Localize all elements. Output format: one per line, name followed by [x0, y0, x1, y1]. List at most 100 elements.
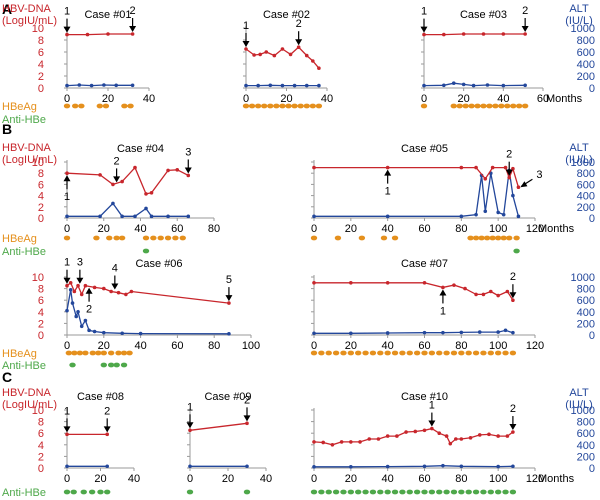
timepoint-label: 1	[440, 305, 446, 317]
hbv-tick-label: 0	[38, 213, 44, 225]
antihbe-marker	[142, 248, 150, 254]
hbeag-marker	[406, 350, 413, 356]
hbv-point	[459, 437, 464, 441]
timepoint-label: 2	[114, 155, 120, 167]
timepoint-arrow: 1	[420, 6, 428, 33]
hbeag-marker	[115, 350, 122, 356]
alt-tick-label: 0	[589, 83, 595, 95]
hbv-point	[376, 437, 381, 441]
hbv-tick-label: 10	[32, 272, 44, 284]
alt-point	[422, 83, 426, 88]
hbv-point	[511, 166, 515, 171]
alt-point	[102, 330, 106, 335]
alt-point	[89, 83, 94, 88]
months-label: Months	[546, 93, 583, 105]
alt-tick-label: 200	[577, 451, 595, 463]
hbeag-marker	[309, 103, 317, 109]
x-tick-label: 0	[311, 223, 317, 235]
hbeag-marker	[489, 235, 496, 241]
hbv-point	[296, 45, 301, 49]
x-tick-label: 100	[242, 340, 260, 352]
hbv-series-line	[66, 166, 189, 195]
x-tick-label: 120	[526, 340, 544, 352]
hbeag-marker	[63, 235, 71, 241]
antihbe-marker	[362, 489, 369, 495]
hbv-series-line	[424, 33, 526, 36]
hbv-point	[124, 292, 128, 297]
alt-point	[111, 201, 115, 206]
timepoint-arrow: 1	[63, 257, 71, 284]
alt-tick-label: 1000	[571, 405, 595, 417]
alt-point	[245, 464, 249, 469]
x-tick-label: 60	[171, 340, 183, 352]
hbv-point	[501, 32, 506, 36]
timepoint-arrow: 4	[111, 263, 119, 290]
x-tick-label: 100	[489, 473, 507, 485]
x-tick-label: 80	[455, 473, 467, 485]
alt-point	[256, 83, 260, 88]
antihbe-marker	[186, 489, 194, 495]
alt-point	[385, 331, 390, 335]
x-tick-label: 60	[537, 93, 549, 105]
x-tick-label: 60	[418, 340, 430, 352]
antihbe-marker	[399, 489, 406, 495]
hbeag-marker	[498, 103, 505, 109]
antihbe-marker	[80, 489, 87, 495]
antihbe-marker	[384, 489, 391, 495]
hbeag-marker	[318, 350, 325, 356]
hbv-point	[461, 32, 466, 36]
hbv-series-line	[314, 282, 514, 301]
antihbe-marker	[391, 489, 399, 495]
hbv-point	[503, 165, 508, 170]
timepoint-label: 4	[112, 263, 118, 275]
hbv-tick-label: 10	[32, 23, 44, 35]
hbv-point	[312, 440, 316, 444]
alt-tick-label: 600	[577, 295, 595, 307]
hbeag-marker	[391, 235, 399, 241]
hbv-point	[186, 173, 191, 178]
hbv-point	[349, 281, 353, 285]
hbv-point	[105, 432, 109, 437]
alt-point	[280, 83, 285, 88]
timepoint-label: 2	[506, 149, 512, 161]
hbv-point	[422, 32, 426, 37]
alt-point	[441, 330, 445, 335]
hbv-tick-label: 0	[38, 463, 44, 475]
x-tick-label: 100	[489, 340, 507, 352]
antihbe-marker	[100, 362, 108, 368]
alt-point	[459, 214, 464, 219]
hbeag-marker	[261, 103, 268, 109]
hbv-tick-label: 6	[38, 295, 44, 307]
hbv-point	[175, 168, 180, 172]
hbeag-marker	[509, 350, 517, 356]
hbeag-marker	[450, 103, 457, 109]
hbv-point	[144, 192, 148, 196]
hbeag-marker	[106, 235, 113, 241]
hbv-axis-title: HBV-DNA (LogIU/mL)	[2, 142, 57, 166]
alt-point	[244, 83, 248, 88]
hbeag-row-label: HBeAg	[2, 101, 37, 113]
panel-title: Case #01	[84, 9, 131, 21]
timepoint-label: 1	[64, 257, 70, 269]
alt-point	[105, 464, 109, 469]
hbeag-marker	[100, 350, 108, 356]
hbv-point	[83, 283, 88, 288]
hbv-point	[490, 165, 495, 170]
hbv-tick-label: 2	[38, 451, 44, 463]
hbv-point	[481, 32, 486, 36]
x-tick-label: 60	[418, 223, 430, 235]
x-tick-label: 20	[98, 223, 110, 235]
x-tick-label: 0	[64, 93, 70, 105]
hbv-point	[454, 437, 458, 441]
hbv-point	[516, 185, 521, 189]
timepoint-arrow: 1	[242, 20, 250, 47]
alt-point	[312, 214, 316, 219]
alt-tick-label: 400	[577, 440, 595, 452]
antihbe-marker	[436, 489, 443, 495]
panel-p02: Case #021 20 20 40	[242, 9, 333, 109]
hbv-point	[430, 426, 434, 431]
x-tick-label: 40	[260, 473, 272, 485]
